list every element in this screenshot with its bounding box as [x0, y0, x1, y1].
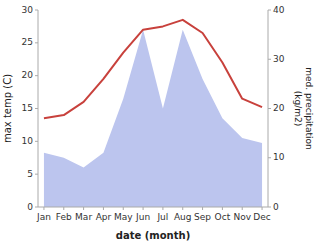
- y-tick-label: 20: [22, 70, 34, 80]
- y2-tick: [268, 157, 271, 158]
- x-tick: [63, 207, 64, 210]
- y-tick-label: 15: [22, 103, 33, 113]
- y-tick-label: 30: [22, 5, 34, 15]
- y2-tick-label: 10: [273, 152, 285, 162]
- y2-tick: [268, 207, 271, 208]
- x-tick: [222, 207, 223, 210]
- x-tick-label: Jul: [156, 212, 168, 222]
- y-tick: [35, 42, 38, 43]
- y2-tick-label: 20: [273, 103, 285, 113]
- x-tick: [123, 207, 124, 210]
- y-tick: [35, 207, 38, 208]
- x-tick-label: Nov: [233, 212, 251, 222]
- x-tick-label: Aug: [174, 212, 192, 222]
- y-tick-label: 25: [22, 37, 33, 47]
- y2-axis-label-line: (kg/m2): [293, 91, 303, 126]
- x-tick: [83, 207, 84, 210]
- y2-tick: [268, 59, 271, 60]
- x-tick: [262, 207, 263, 210]
- plot-area: [44, 20, 262, 207]
- x-tick-label: Oct: [215, 212, 231, 222]
- x-axis-line: [38, 207, 268, 208]
- y-tick: [35, 108, 38, 109]
- x-tick-label: Sep: [194, 212, 211, 222]
- y-tick-label: 0: [27, 202, 33, 212]
- y2-tick: [268, 108, 271, 109]
- x-tick: [143, 207, 144, 210]
- precip-area: [44, 30, 262, 207]
- y-tick: [35, 10, 38, 11]
- temp-line: [44, 20, 262, 119]
- y-tick-label: 5: [27, 169, 33, 179]
- x-tick: [103, 207, 104, 210]
- x-tick-label: Jan: [36, 212, 51, 222]
- x-tick: [202, 207, 203, 210]
- y-axis-label: max temp (C): [2, 74, 13, 143]
- y-tick: [35, 75, 38, 76]
- x-tick: [162, 207, 163, 210]
- y2-axis-label-line: med. precipitation: [304, 67, 314, 149]
- y2-tick-label: 0: [273, 202, 279, 212]
- y2-tick-label: 30: [273, 54, 285, 64]
- y-tick-label: 10: [22, 136, 34, 146]
- y2-tick: [268, 10, 271, 11]
- y2-axis-label: med. precipitation(kg/m2): [293, 67, 314, 149]
- x-axis-label: date (month): [116, 230, 190, 241]
- y2-tick-label: 40: [273, 5, 285, 15]
- y-tick: [35, 174, 38, 175]
- chart: 0 5 10 15 20 25 30 0 10 20 30 40 Jan FebMar AprMayJun J…: [0, 0, 318, 247]
- x-tick-label: Dec: [253, 212, 270, 222]
- x-tick-label: May: [114, 212, 133, 222]
- x-tick-label: Jun: [135, 212, 150, 222]
- x-tick: [242, 207, 243, 210]
- x-tick: [182, 207, 183, 210]
- y-tick: [35, 141, 38, 142]
- x-tick-label: Mar: [75, 212, 92, 222]
- x-tick-label: Feb: [56, 212, 72, 222]
- x-tick: [43, 207, 44, 210]
- x-tick-label: Apr: [96, 212, 112, 222]
